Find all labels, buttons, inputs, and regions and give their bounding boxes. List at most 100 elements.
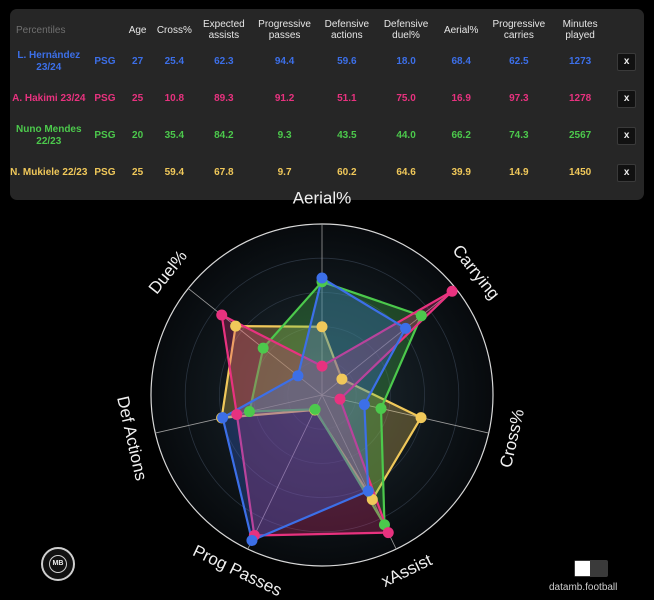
table-cell: 67.8: [214, 167, 234, 178]
remove-cell: x: [609, 43, 644, 80]
data-point: [415, 412, 427, 424]
remove-player-button[interactable]: x: [617, 163, 637, 182]
table-cell: 10.8: [164, 93, 185, 104]
table-cell: 66.2: [451, 130, 471, 141]
column-header: Defensive duel%: [383, 19, 429, 41]
table-cell: 59.4: [164, 167, 185, 178]
logo-text: MB: [49, 555, 67, 573]
column-header: Cross%: [156, 24, 192, 36]
table-row: N. Mukiele 22/23 PSG 25 59.4 67.8 9.7 60.2 64.6…: [10, 154, 644, 191]
player-name: A. Hakimi 23/24: [12, 92, 86, 104]
data-point: [334, 393, 346, 405]
column-header: Minutes played: [562, 19, 598, 41]
axis-line: [321, 394, 489, 434]
team-cell: PSG: [94, 56, 116, 67]
table-cell: 94.4: [274, 56, 295, 67]
table-cell: 64.6: [396, 167, 416, 178]
toggle-knob[interactable]: [575, 561, 590, 576]
data-point: [243, 406, 255, 418]
data-point: [309, 403, 321, 415]
data-point: [375, 402, 387, 414]
axis-label: Cross%: [496, 407, 528, 469]
table-cell: 25.4: [164, 56, 185, 67]
player-name: L. Hernández 23/24: [17, 49, 81, 73]
data-point: [316, 360, 328, 372]
table-cell: 1273: [568, 56, 592, 67]
table-cell: 51.1: [337, 93, 357, 104]
table-cell: 18.0: [396, 56, 416, 67]
table-cell: 62.3: [214, 56, 234, 67]
brand-label: datamb.football: [549, 582, 618, 593]
table-cell: 1278: [568, 93, 592, 104]
team-cell: PSG: [94, 93, 116, 104]
remove-player-button[interactable]: x: [617, 52, 637, 71]
table-row: Nuno Mendes 22/23 PSG 20 35.4 84.2 9.3 43.5 44.…: [10, 117, 644, 154]
data-point: [400, 322, 412, 334]
table-cell: 25: [132, 167, 144, 178]
series-polygon: [248, 280, 423, 526]
data-point: [358, 399, 370, 411]
column-header: Defensive actions: [324, 19, 370, 41]
axis-line: [247, 394, 323, 550]
axis-label: Duel%: [145, 247, 191, 298]
table-cell: 91.2: [274, 93, 295, 104]
comparison-panel: Percentiles Age Cross% Expected assists Pro…: [10, 9, 644, 200]
remove-player-button[interactable]: x: [617, 89, 637, 108]
table-cell: 9.3: [277, 130, 292, 141]
table-cell: 97.3: [509, 93, 529, 104]
table-cell: 60.2: [337, 167, 357, 178]
axis-label: Def Actions: [113, 394, 151, 482]
player-name: Nuno Mendes 22/23: [16, 123, 82, 147]
column-header: Expected assists: [203, 19, 245, 41]
table-header-row: Percentiles Age Cross% Expected assists Pro…: [10, 17, 644, 43]
table-cell: 16.9: [451, 93, 471, 104]
data-point: [216, 309, 228, 321]
data-point: [217, 412, 229, 424]
table-cell: 1450: [568, 167, 592, 178]
column-header: Progressive carries: [492, 19, 546, 41]
percentiles-table: Percentiles Age Cross% Expected assists Pro…: [10, 17, 644, 191]
data-point: [382, 527, 394, 539]
data-point: [316, 321, 328, 333]
percentiles-header: Percentiles: [16, 24, 66, 36]
axis-label: Aerial%: [293, 188, 352, 207]
series-polygon: [220, 290, 454, 537]
table-cell: 68.4: [451, 56, 471, 67]
data-point: [246, 534, 258, 546]
axis-label: xAssist: [378, 550, 435, 591]
team-cell: PSG: [94, 130, 116, 141]
data-point: [316, 272, 328, 284]
table-cell: 75.0: [396, 93, 416, 104]
team-cell: PSG: [94, 167, 116, 178]
data-point: [292, 370, 304, 382]
table-cell: 44.0: [396, 130, 416, 141]
data-point: [336, 373, 348, 385]
table-cell: 39.9: [451, 167, 471, 178]
table-cell: 20: [132, 130, 144, 141]
table-cell: 27: [132, 56, 144, 67]
theme-toggle[interactable]: [574, 560, 608, 577]
remove-cell: x: [609, 154, 644, 191]
data-point: [446, 285, 458, 297]
table-cell: 2567: [568, 130, 592, 141]
data-point: [230, 320, 242, 332]
data-point: [231, 408, 243, 420]
table-cell: 25: [132, 93, 144, 104]
data-point: [415, 310, 427, 322]
table-row: A. Hakimi 23/24 PSG 25 10.8 89.3 91.2 51.1 75.0…: [10, 80, 644, 117]
table-cell: 35.4: [164, 130, 185, 141]
data-point: [362, 485, 374, 497]
table-cell: 74.3: [509, 130, 529, 141]
table-row: L. Hernández 23/24 PSG 27 25.4 62.3 94.4 59.6 1…: [10, 43, 644, 80]
remove-player-button[interactable]: x: [617, 126, 637, 145]
player-name: N. Mukiele 22/23: [10, 166, 88, 178]
table-cell: 59.6: [337, 56, 357, 67]
remove-cell: x: [609, 80, 644, 117]
table-cell: 62.5: [509, 56, 529, 67]
data-point: [366, 493, 378, 505]
table-cell: 84.2: [214, 130, 234, 141]
column-header: Age: [128, 24, 147, 36]
data-point: [257, 342, 269, 354]
table-cell: 9.7: [277, 167, 292, 178]
